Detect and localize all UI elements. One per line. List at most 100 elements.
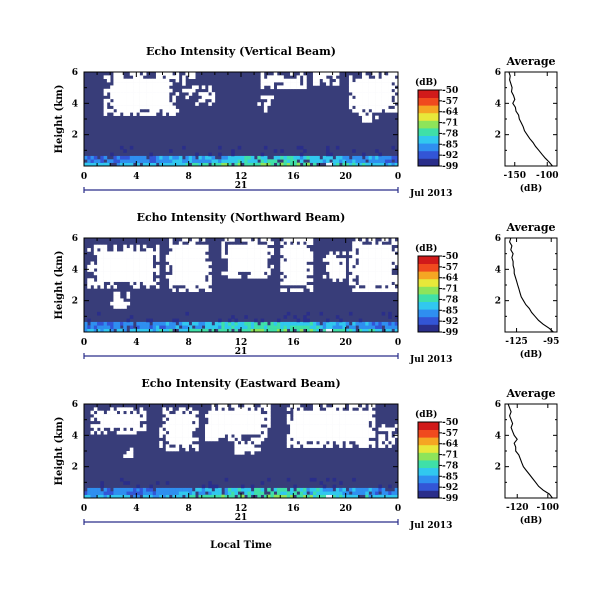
heatmap-cell [172,417,176,422]
heatmap-cell [273,72,278,76]
heatmap-cell [110,325,114,329]
heatmap-cell [178,328,183,333]
heatmap-cell [234,430,239,435]
heatmap-cell [293,78,297,83]
heatmap-cell [378,162,382,167]
heatmap-cell [165,491,170,495]
colorbar [418,422,439,499]
heatmap-cell [296,414,301,418]
heatmap-cell [247,410,252,415]
heatmap-cell [152,491,157,495]
heatmap-cell [126,268,131,272]
heatmap-cell [234,162,239,167]
heatmap-cell [319,410,324,415]
heatmap-cell [332,434,337,438]
heatmap-cell [142,78,147,83]
heatmap-cell [93,491,98,495]
heatmap-cell [159,487,163,492]
heatmap-cell [231,325,235,329]
heatmap-cell [113,420,118,425]
heatmap-cell [218,162,222,167]
heatmap-cell [257,102,261,106]
heatmap-cell [110,414,114,418]
heatmap-cell [267,75,271,80]
heatmap-cell [378,152,382,157]
heatmap-cell [182,88,186,93]
heatmap-cell [368,254,373,259]
heatmap-cell [322,417,327,422]
heatmap-cell [221,162,225,167]
heatmap-cell [162,82,167,86]
heatmap-cell [381,159,386,163]
heatmap-cell [113,261,118,266]
heatmap-cell [273,328,278,333]
heatmap-cell [93,251,98,256]
heatmap-cell [211,92,216,96]
heatmap-cell [231,437,235,442]
heatmap-cell [312,162,317,167]
heatmap-cell [247,487,252,492]
heatmap-cell [208,102,212,106]
heatmap-cell [296,487,301,492]
heatmap-cell [309,321,314,326]
heatmap-cell [332,477,337,482]
heatmap-cell [388,92,392,96]
heatmap-cell [339,271,343,276]
heatmap-cell [113,494,118,499]
heatmap-cell [139,98,144,103]
heatmap-cell [260,420,265,425]
heatmap-cell [329,414,333,418]
heatmap-cell [162,494,167,499]
heatmap-cell [254,268,258,272]
heatmap-cell [182,420,186,425]
heatmap-cell [378,274,382,279]
heatmap-cell [185,264,189,269]
heatmap-cell [113,92,118,96]
heatmap-cell [306,264,310,269]
heatmap-cell [276,78,281,83]
heatmap-cell [250,268,255,272]
heatmap-cell [352,261,356,266]
heatmap-cell [119,102,124,106]
heatmap-cell [182,258,186,262]
heatmap-cell [371,417,376,422]
heatmap-cell [211,98,216,103]
heatmap-cell [208,424,212,428]
heatmap-cell [352,477,356,482]
heatmap-cell [218,325,222,329]
heatmap-cell [388,251,392,256]
heatmap-cell [129,78,134,83]
heatmap-cell [87,325,91,329]
heatmap-cell [139,268,144,272]
heatmap-cell [116,95,121,100]
heatmap-cell [149,268,153,272]
heatmap-cell [234,258,239,262]
heatmap-cell [182,264,186,269]
heatmap-cell [358,108,363,113]
heatmap-cell [175,278,180,282]
heatmap-cell [155,98,160,103]
heatmap-cell [362,430,366,435]
heatmap-cell [319,427,324,432]
heatmap-cell [309,437,314,442]
heatmap-cell [84,491,88,495]
heatmap-cell [270,328,275,333]
heatmap-cell [185,487,189,492]
heatmap-cell [342,264,346,269]
heatmap-cell [201,274,206,279]
heatmap-cell [306,487,310,492]
heatmap-cell [267,98,271,103]
heatmap-cell [119,321,124,326]
heatmap-cell [296,261,301,266]
heatmap-cell [175,494,180,499]
heatmap-cell [348,85,353,90]
heatmap-cell [152,112,157,116]
heatmap-cell [299,261,304,266]
heatmap-cell [388,278,392,282]
heatmap-cell [139,427,144,432]
heatmap-cell [188,494,193,499]
heatmap-cell [394,105,399,110]
heatmap-cell [247,274,252,279]
heatmap-cell [123,494,127,499]
heatmap-cell [116,105,121,110]
